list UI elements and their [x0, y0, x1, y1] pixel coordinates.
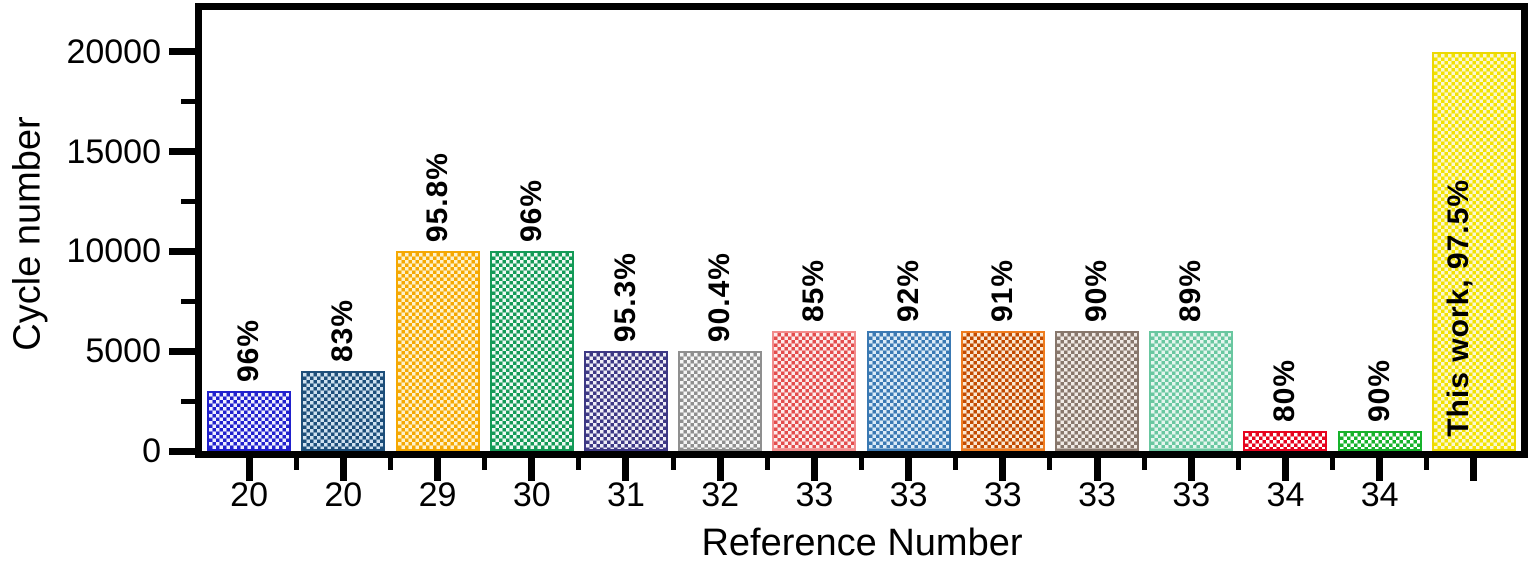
x-minor-tick: [859, 458, 864, 470]
x-tick-label: 33: [1078, 476, 1116, 514]
y-major-tick: [169, 48, 195, 56]
x-minor-tick: [1235, 458, 1241, 470]
x-major-tick: [245, 458, 253, 481]
x-tick-label: 20: [324, 476, 363, 514]
x-tick-label: 33: [795, 476, 834, 514]
bar-value-label: 92%: [891, 259, 925, 323]
x-tick-label: 31: [607, 476, 645, 514]
x-major-tick: [339, 458, 347, 481]
y-minor-tick: [181, 99, 195, 105]
bar-value-label: 96%: [514, 179, 548, 243]
y-major-tick: [169, 447, 195, 455]
y-major-tick: [169, 247, 195, 255]
bar: [1149, 331, 1234, 451]
x-major-tick: [905, 458, 913, 481]
x-tick-label: 30: [512, 476, 551, 514]
bar-value-label: This work, 97.5%: [1441, 179, 1475, 437]
bar: [489, 251, 574, 451]
y-tick-label: 5000: [85, 332, 161, 371]
x-major-tick: [434, 458, 442, 481]
bar-value-label: 80%: [1268, 359, 1302, 423]
x-axis-title: Reference Number: [701, 522, 1023, 564]
y-minor-tick: [181, 398, 195, 404]
x-minor-tick: [293, 458, 299, 470]
x-major-tick: [1187, 458, 1195, 481]
bar: [207, 391, 292, 451]
bar: [395, 251, 480, 451]
x-major-tick: [810, 458, 818, 481]
x-major-tick: [999, 458, 1007, 481]
bar-value-label: 95.8%: [420, 152, 454, 243]
x-minor-tick: [1424, 458, 1430, 470]
bar: [678, 351, 763, 451]
bar: [1243, 431, 1328, 451]
bar: [1337, 431, 1422, 451]
x-tick-label: 34: [1360, 476, 1399, 514]
x-major-tick: [528, 458, 536, 481]
y-tick-label: 20000: [66, 32, 161, 71]
bar-value-label: 89%: [1174, 259, 1208, 323]
plot-area: 96% 83% 95.8% 96% 95.3% 90.4% 85% 92% 91% 90% 89% 8…: [195, 3, 1528, 458]
x-major-tick: [622, 458, 630, 481]
bar: [1055, 331, 1140, 451]
bar-value-label: 83%: [326, 299, 360, 363]
x-tick-label: 33: [1172, 476, 1211, 514]
x-major-tick: [1376, 458, 1384, 481]
bar-value-label: 90.4%: [703, 252, 737, 343]
bar: [583, 351, 668, 451]
bar-value-label: 96%: [232, 319, 266, 383]
x-minor-tick: [953, 458, 959, 470]
bar: [301, 371, 386, 451]
bar-value-label: 90%: [1362, 359, 1396, 423]
y-major-tick: [169, 347, 195, 355]
x-minor-tick: [764, 458, 770, 470]
bar: [1431, 51, 1516, 451]
x-minor-tick: [670, 458, 676, 470]
bar-value-label: 90%: [1080, 259, 1114, 323]
x-tick-label: 33: [983, 476, 1022, 514]
x-minor-tick: [1141, 458, 1147, 470]
y-minor-tick: [181, 298, 195, 304]
x-tick-label: 34: [1266, 476, 1305, 514]
bar: [866, 331, 951, 451]
bar-value-label: 91%: [985, 259, 1019, 323]
x-major-tick: [716, 458, 724, 481]
x-minor-tick: [482, 458, 488, 470]
x-major-tick: [1281, 458, 1289, 481]
x-tick-label: 33: [889, 476, 928, 514]
y-tick-label: 0: [142, 432, 161, 470]
bar-value-label: 95.3%: [608, 252, 642, 343]
x-minor-tick: [576, 458, 582, 470]
y-tick-label: 15000: [66, 132, 161, 171]
x-minor-tick: [1047, 458, 1053, 470]
y-minor-tick: [181, 199, 195, 205]
x-minor-tick: [387, 458, 393, 470]
bar: [772, 331, 857, 451]
x-tick-label: 32: [701, 476, 740, 514]
x-minor-tick: [1330, 458, 1336, 470]
x-tick-label: 20: [230, 476, 269, 514]
y-major-tick: [169, 148, 195, 156]
bar-value-label: 85%: [797, 259, 831, 323]
x-tick-label: 29: [418, 476, 457, 514]
bar: [960, 331, 1045, 451]
x-major-tick: [1470, 458, 1478, 481]
y-tick-label: 10000: [66, 232, 161, 271]
x-major-tick: [1093, 458, 1101, 481]
